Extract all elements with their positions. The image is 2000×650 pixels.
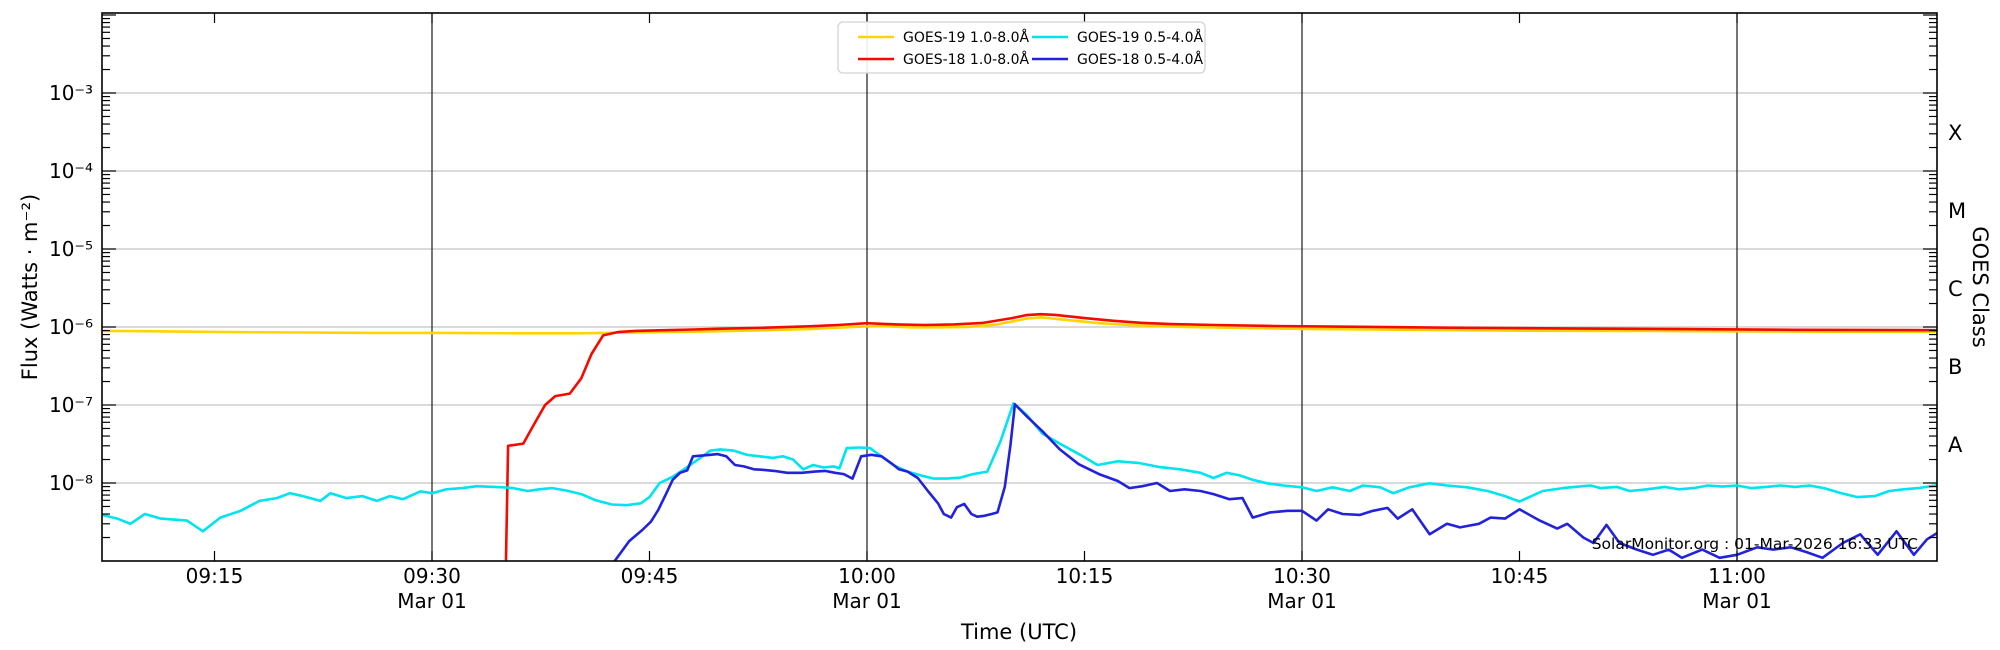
legend-item-goes19-long: GOES-19 1.0-8.0Å xyxy=(858,29,1029,46)
x-tick-label: 09:45 xyxy=(621,564,679,588)
legend-label-goes18-long: GOES-18 1.0-8.0Å xyxy=(903,51,1029,68)
legend-item-goes19-short: GOES-19 0.5-4.0Å xyxy=(1032,29,1203,46)
y-tick-labels: 10⁻³ 10⁻⁴ 10⁻⁵ 10⁻⁶ 10⁻⁷ 10⁻⁸ xyxy=(49,81,93,495)
right-axis-title: GOES Class xyxy=(1968,226,1992,348)
goes-class-b: B xyxy=(1948,355,1962,379)
x-tick-label: 11:00 xyxy=(1708,564,1766,588)
legend: GOES-19 1.0-8.0Å GOES-18 1.0-8.0Å GOES-19 … xyxy=(837,21,1206,74)
x-tick-date: Mar 01 xyxy=(397,589,467,613)
legend-label-goes19-long: GOES-19 1.0-8.0Å xyxy=(903,29,1029,46)
y-tick-label: 10⁻⁵ xyxy=(49,237,93,261)
y-tick-label: 10⁻⁷ xyxy=(49,393,93,417)
series-lines xyxy=(102,312,1937,561)
x-tick-date: Mar 01 xyxy=(1702,589,1772,613)
series-goes18-long xyxy=(504,312,1937,561)
x-tick-label: 10:45 xyxy=(1491,564,1549,588)
goes-class-labels: X M C B A xyxy=(1948,121,1966,457)
legend-label-goes19-short: GOES-19 0.5-4.0Å xyxy=(1077,29,1203,46)
goes-class-x: X xyxy=(1948,121,1962,145)
gridlines xyxy=(102,13,1937,561)
y-tick-label: 10⁻⁴ xyxy=(49,159,93,183)
x-tick-label: 09:15 xyxy=(186,564,244,588)
plot-frame xyxy=(101,12,1938,562)
x-tick-label: 10:30 xyxy=(1273,564,1331,588)
goes-class-m: M xyxy=(1948,199,1966,223)
x-tick-label: 09:30 xyxy=(403,564,461,588)
series-goes18-short xyxy=(613,402,1937,561)
legend-label-goes18-short: GOES-18 0.5-4.0Å xyxy=(1077,51,1203,68)
tick-marks xyxy=(102,13,1937,561)
y-tick-label: 10⁻⁸ xyxy=(49,471,93,495)
y-tick-label: 10⁻⁶ xyxy=(49,315,93,339)
x-tick-label: 10:15 xyxy=(1056,564,1114,588)
legend-box xyxy=(837,21,1206,74)
y-axis-title: Flux (Watts · m⁻²) xyxy=(18,193,42,381)
goes-class-a: A xyxy=(1948,433,1963,457)
x-tick-date: Mar 01 xyxy=(832,589,902,613)
x-tick-date: Mar 01 xyxy=(1267,589,1337,613)
watermark-text: SolarMonitor.org : 01-Mar-2026 16:33 UTC xyxy=(1591,535,1918,553)
series-goes19-short xyxy=(102,401,1937,533)
x-tick-label: 10:00 xyxy=(838,564,896,588)
y-tick-label: 10⁻³ xyxy=(49,81,93,105)
x-axis-title: Time (UTC) xyxy=(960,620,1078,644)
goes-class-c: C xyxy=(1948,277,1963,301)
series-goes19-long xyxy=(102,315,1937,335)
legend-item-goes18-long: GOES-18 1.0-8.0Å xyxy=(858,51,1029,68)
legend-item-goes18-short: GOES-18 0.5-4.0Å xyxy=(1032,51,1203,68)
